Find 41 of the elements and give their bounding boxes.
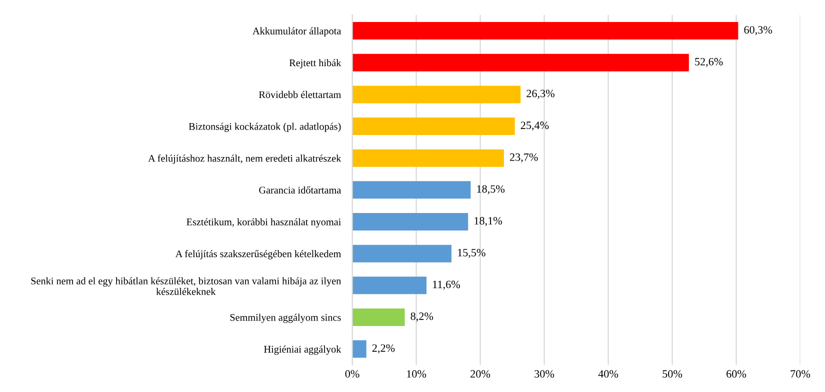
data-label: 60,3% (744, 26, 772, 36)
bar (352, 212, 468, 230)
bar (352, 276, 427, 294)
bar (352, 54, 689, 72)
y-tick-label: Rejtett hibák (289, 59, 342, 68)
bar (352, 308, 405, 326)
x-tick-label: 0% (345, 370, 360, 378)
bar (352, 149, 504, 167)
data-label: 2,2% (372, 344, 395, 354)
bar (352, 181, 471, 199)
data-label: 52,6% (695, 58, 723, 68)
data-label: 23,7% (510, 153, 538, 162)
x-tick-label: 70% (790, 370, 810, 378)
data-label: 25,4% (520, 122, 549, 131)
data-label: 8,2% (410, 312, 434, 322)
y-tick-label: Higiéniai aggályok (264, 346, 342, 355)
data-label: 11,6% (433, 280, 460, 290)
bar (352, 340, 366, 358)
bar (352, 22, 738, 40)
data-label: 15,5% (458, 248, 486, 258)
bar (352, 118, 515, 136)
y-tick-label: Esztétikum, korábbi használat nyomai (186, 218, 341, 228)
x-tick-label: 10% (407, 370, 426, 378)
y-tick-label: Garancia időtartama (259, 186, 342, 194)
data-label: 26,3% (526, 90, 554, 99)
x-tick-label: 20% (470, 370, 490, 378)
bar (352, 86, 521, 104)
y-tick-label: A felújítás szakszerűségében kételkedem (175, 250, 341, 260)
x-tick-label: 50% (662, 370, 682, 378)
y-tick-label: Senki nem ad el egy hibátlan készüléket, biztosan van valami hibája az ilyen készülékeknek (31, 277, 341, 296)
y-tick-label: Biztonsági kockázatok (pl. adatlopás) (188, 122, 341, 132)
data-label: 18,1% (474, 217, 502, 226)
bar (352, 244, 452, 262)
y-tick-label: Rövidebb élettartam (258, 90, 342, 98)
x-tick-label: 60% (726, 370, 746, 378)
y-tick-label: Akkumulátor állapota (252, 27, 342, 36)
x-tick-label: 40% (598, 370, 618, 378)
x-tick-label: 30% (534, 370, 554, 378)
data-label: 18,5% (477, 185, 505, 194)
y-tick-label: Semmilyen aggályom sincs (230, 314, 341, 323)
y-tick-label: A felújításhoz használt, nem eredeti alkatrészek (148, 154, 342, 164)
